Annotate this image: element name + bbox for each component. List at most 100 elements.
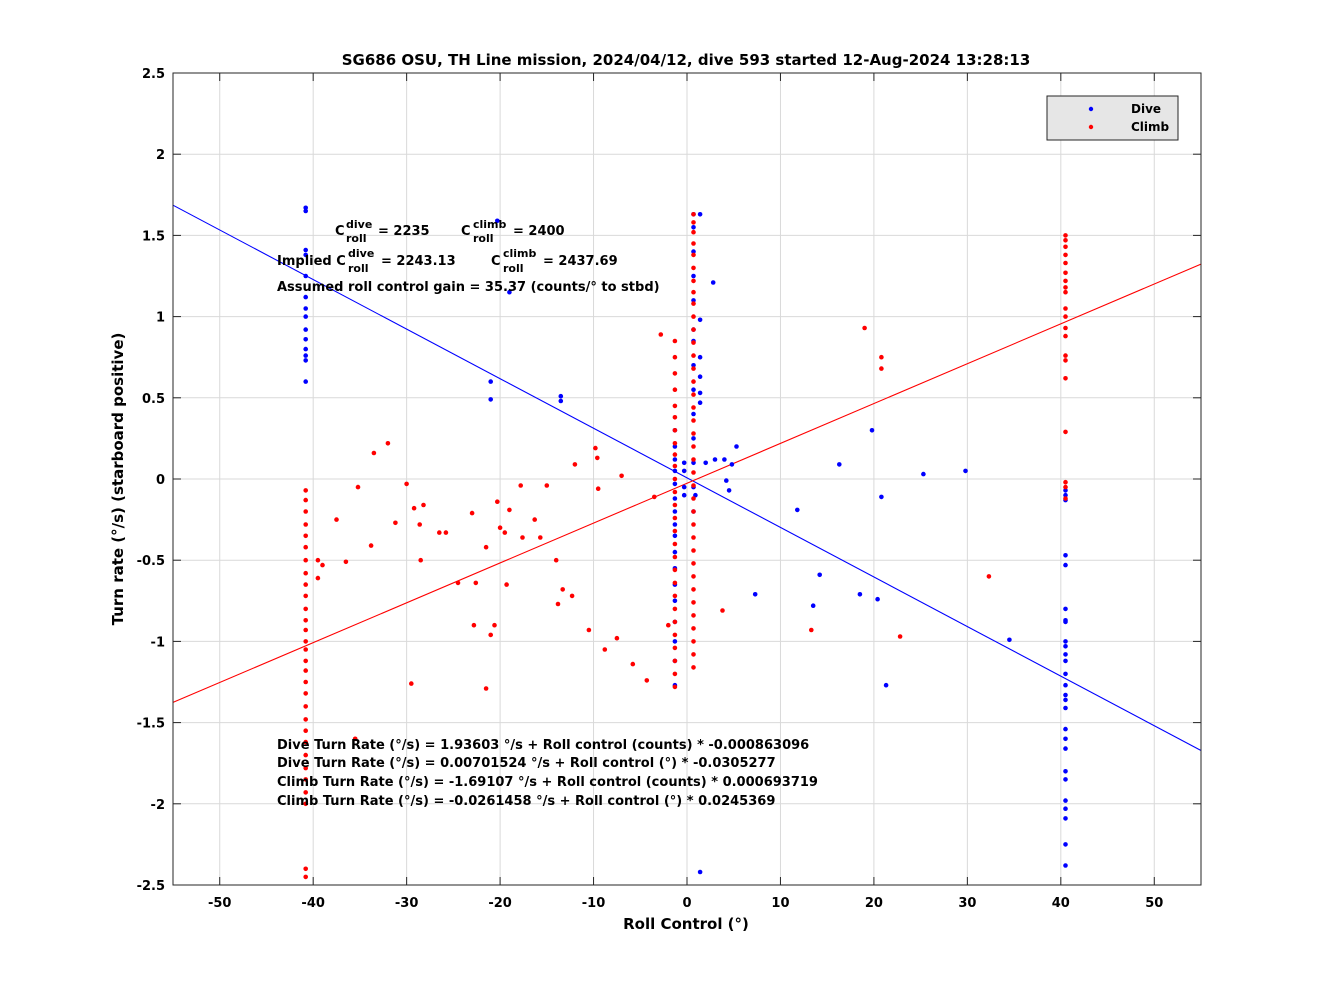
c-climb-sup: climb (473, 218, 507, 231)
dive-point (672, 598, 678, 604)
climb-point (1063, 285, 1068, 290)
dive-point (1063, 488, 1068, 493)
dive-equation-degrees: Dive Turn Rate (°/s) = 0.00701524 °/s + … (277, 756, 776, 771)
c-dive-sub: roll (346, 232, 367, 245)
climb-point (720, 608, 725, 613)
climb-point (691, 301, 696, 306)
climb-point (315, 575, 321, 581)
climb-point (691, 587, 696, 592)
climb-point (303, 728, 309, 733)
climb-point (672, 489, 678, 495)
climb-point (303, 668, 309, 673)
climb-point (809, 627, 814, 633)
dive-point (1063, 746, 1068, 751)
dive-point (837, 462, 842, 467)
climb-point (569, 593, 575, 599)
climb-point (691, 561, 696, 566)
climb-point (418, 557, 424, 563)
climb-point (1063, 306, 1068, 311)
c-climb-value: = 2400 (513, 224, 565, 239)
climb-point (555, 601, 561, 607)
climb-point (303, 639, 309, 644)
dive-point (1063, 644, 1068, 649)
dive-point (303, 294, 309, 300)
climb-point (417, 522, 423, 527)
dive-point (1063, 682, 1068, 688)
dive-point (817, 572, 822, 578)
climb-point (595, 455, 600, 461)
dive-point (712, 457, 718, 462)
climb-point (691, 265, 696, 271)
climb-fit-line (172, 263, 1202, 703)
climb-point (672, 554, 678, 560)
climb-point (1063, 429, 1068, 435)
climb-point (303, 557, 309, 563)
climb-point (862, 325, 867, 331)
climb-point (691, 665, 696, 670)
climb-point (595, 486, 601, 492)
x-tick-label: -10 (582, 896, 606, 911)
y-tick-label: 2 (156, 148, 165, 163)
climb-point (879, 354, 884, 360)
climb-point (672, 354, 678, 360)
dive-point (697, 354, 703, 360)
climb-point (303, 704, 309, 709)
y-tick-label: 1 (156, 311, 165, 326)
implied-prefix: Implied C (277, 254, 346, 269)
climb-point (471, 622, 477, 628)
x-tick-label: 30 (958, 896, 976, 911)
dive-point (710, 280, 716, 285)
climb-point (666, 622, 671, 628)
dive-point (697, 400, 703, 406)
climb-point (1063, 260, 1068, 266)
climb-equation-counts: Climb Turn Rate (°/s) = -1.69107 °/s + R… (277, 775, 818, 790)
climb-point (1063, 496, 1068, 501)
dive-point (1063, 798, 1068, 803)
dive-point (1007, 637, 1012, 643)
climb-point (303, 679, 309, 685)
dive-point (672, 639, 678, 644)
dive-point (303, 353, 309, 358)
climb-point (897, 634, 903, 639)
climb-point (691, 652, 696, 657)
c-climb-sub: roll (473, 232, 494, 245)
climb-point (672, 452, 678, 457)
climb-point (303, 658, 309, 664)
dive-point (672, 509, 678, 514)
dive-point (303, 273, 309, 279)
climb-point (691, 366, 696, 371)
dive-point (558, 393, 564, 399)
legend-dive-label: Dive (1131, 102, 1161, 116)
climb-point (492, 622, 497, 628)
dive-point (1063, 652, 1068, 657)
climb-point (672, 619, 678, 625)
dive-point (303, 358, 309, 363)
climb-point (672, 658, 678, 664)
dive-point (1063, 697, 1068, 703)
fit-lines (172, 204, 1202, 752)
climb-point (593, 445, 598, 451)
legend: Dive Climb (1046, 95, 1179, 141)
climb-point (691, 379, 696, 384)
climb-point (672, 476, 678, 482)
y-tick-label: -2 (151, 798, 165, 813)
climb-point (1063, 278, 1068, 284)
axis-ticks: -50 -40 -30 -20 -10 0 10 20 30 40 50-2.5-2-1.5-1-0… (137, 67, 1201, 911)
climb-point (691, 431, 696, 436)
dive-point (672, 522, 678, 527)
climb-point (355, 484, 361, 490)
dive-point (681, 492, 687, 498)
dive-point (303, 346, 309, 352)
c-dive-value: = 2235 (378, 224, 430, 239)
dive-point (303, 247, 309, 253)
climb-point (303, 497, 309, 503)
x-tick-label: -30 (395, 896, 419, 911)
dive-point (1063, 606, 1068, 612)
climb-point (469, 510, 475, 516)
climb-point (371, 450, 377, 456)
climb-point (691, 444, 696, 449)
dive-point (879, 494, 884, 500)
y-tick-label: 0.5 (142, 392, 165, 407)
climb-point (518, 483, 523, 488)
climb-point (691, 548, 696, 553)
